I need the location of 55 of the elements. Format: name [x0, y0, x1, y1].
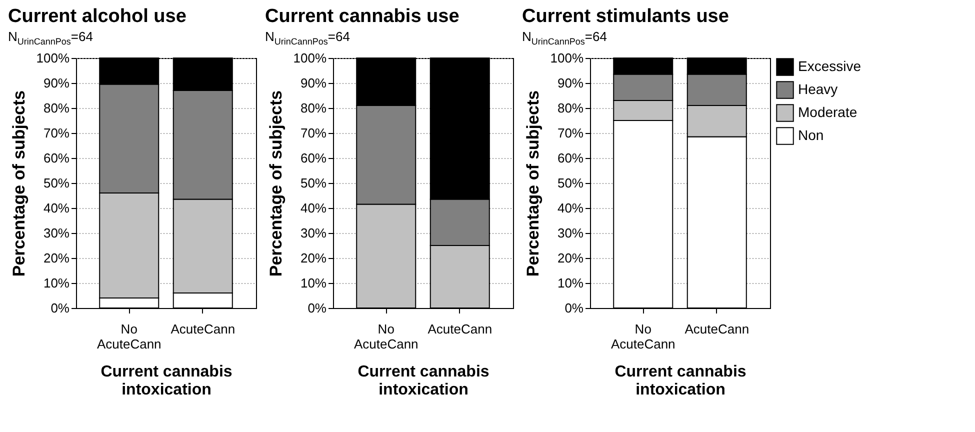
y-tick-label: 90% — [557, 75, 584, 90]
y-tick-label: 20% — [43, 250, 70, 266]
x-axis-title: Current cannabis intoxication — [614, 363, 746, 398]
y-tick-label: 50% — [43, 175, 70, 190]
y-tick-label: 70% — [43, 125, 70, 140]
y-tick-label: 60% — [43, 150, 70, 166]
y-tick-label: 100% — [293, 50, 327, 66]
chart-title: Current stimulants use — [522, 6, 730, 28]
legend-label: Heavy — [798, 80, 838, 97]
y-tick-label: 0% — [308, 300, 327, 316]
y-tick-label: 80% — [43, 100, 70, 116]
y-tick-label: 50% — [300, 175, 327, 190]
chart-title: Current alcohol use — [8, 6, 188, 28]
y-tick-label: 90% — [300, 75, 327, 90]
y-axis-title: Percentage of subjects — [266, 90, 286, 276]
x-tick-label: No AcuteCann — [610, 321, 676, 352]
x-tick-label: AcuteCann — [428, 321, 492, 336]
y-tick-label: 30% — [557, 225, 584, 240]
y-tick-label: 30% — [43, 225, 70, 240]
x-tick-label: AcuteCann — [684, 321, 750, 336]
x-tick-label: AcuteCann — [170, 321, 236, 336]
y-tick-label: 100% — [36, 50, 70, 66]
x-tick-label: No AcuteCann — [96, 321, 162, 352]
y-tick-label: 100% — [550, 50, 584, 66]
y-tick-label: 20% — [300, 250, 327, 266]
legend-label: Moderate — [798, 104, 858, 120]
y-tick-label: 0% — [564, 300, 584, 316]
x-axis-title: Current cannabis intoxication — [100, 363, 232, 398]
y-tick-label: 10% — [300, 275, 327, 290]
y-tick-label: 80% — [300, 100, 327, 116]
y-tick-label: 0% — [50, 300, 70, 316]
y-axis-title: Percentage of subjects — [9, 90, 28, 276]
y-tick-label: 20% — [557, 250, 584, 266]
y-axis-title: Percentage of subjects — [523, 90, 542, 276]
legend-label: Excessive — [798, 58, 862, 74]
y-tick-label: 90% — [43, 75, 70, 90]
chart-subtitle: N$_{UrinCannPos}$=64 — [8, 29, 94, 47]
y-tick-label: 30% — [300, 225, 327, 240]
chart-subtitle: N$_{UrinCannPos}$=64 — [265, 29, 351, 47]
y-tick-label: 60% — [557, 150, 584, 166]
y-tick-label: 70% — [300, 125, 327, 140]
x-tick-label: No AcuteCann — [354, 321, 418, 352]
y-tick-label: 70% — [557, 125, 584, 140]
y-tick-label: 10% — [43, 275, 70, 290]
x-axis-title: Current cannabis intoxication — [358, 363, 490, 398]
y-tick-label: 40% — [43, 200, 70, 216]
chart-title: Current cannabis use — [265, 6, 460, 28]
chart-subtitle: N$_{UrinCannPos}$=64 — [522, 29, 608, 47]
y-tick-label: 60% — [300, 150, 327, 166]
y-tick-label: 50% — [557, 175, 584, 190]
y-tick-label: 10% — [557, 275, 584, 290]
y-tick-label: 40% — [300, 200, 327, 216]
legend-label: Non — [798, 126, 824, 143]
y-tick-label: 80% — [557, 100, 584, 116]
y-tick-label: 40% — [557, 200, 584, 216]
